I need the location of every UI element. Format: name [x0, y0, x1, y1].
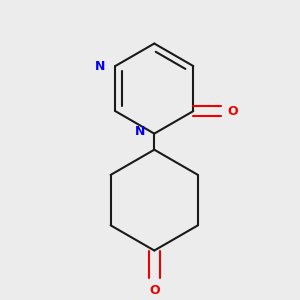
Text: N: N	[95, 60, 106, 73]
Text: N: N	[135, 125, 146, 138]
Text: O: O	[228, 105, 238, 118]
Text: O: O	[149, 284, 160, 297]
